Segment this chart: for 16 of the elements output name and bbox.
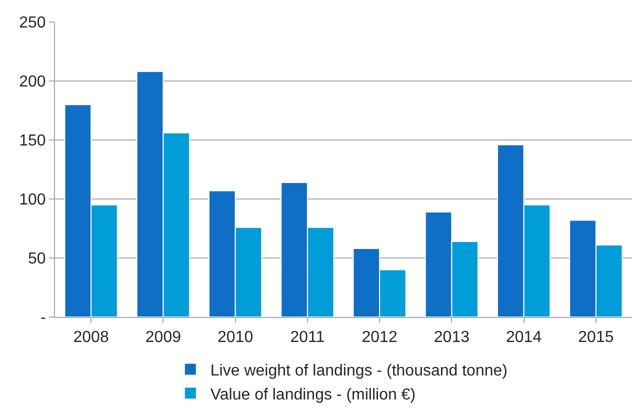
y-tick-label: 50 [28,250,46,268]
legend-label: Live weight of landings - (thousand tonne) [210,362,508,380]
x-tick-label: 2013 [434,329,470,346]
x-tick-label: 2009 [145,329,182,346]
y-tick-label: 100 [19,192,46,209]
y-tick-label: 200 [19,74,46,91]
legend-label: Value of landings - (million €) [210,386,416,404]
y-tick-label: 150 [19,132,46,150]
x-tick-label: 2012 [362,329,398,346]
x-tick-label: 2014 [506,329,542,346]
y-tick-label: - [40,310,46,327]
x-tick-label: 2010 [218,329,254,346]
x-tick-label: 2008 [73,329,109,346]
y-tick-label: 250 [19,14,46,32]
x-tick-label: 2015 [578,329,614,346]
x-tick-label: 2011 [290,329,325,346]
